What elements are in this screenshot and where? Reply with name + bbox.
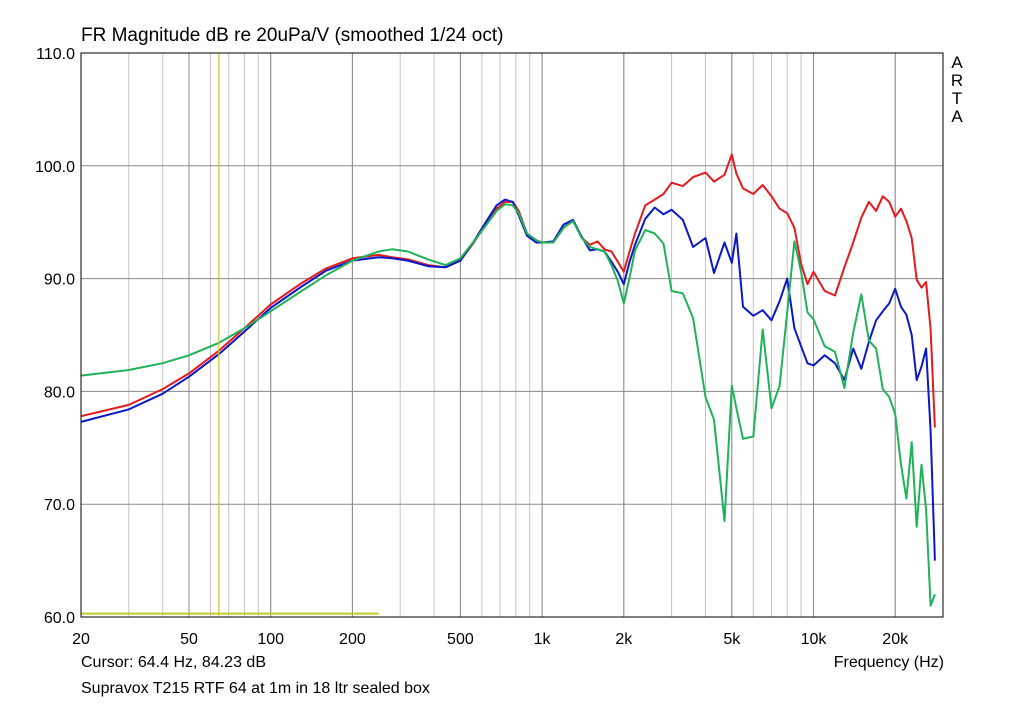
y-tick-label: 60.0 — [44, 610, 75, 627]
arta-brand-label: A R T A — [950, 54, 964, 126]
x-tick-label: 20 — [72, 631, 90, 648]
x-tick-label: 5k — [723, 631, 741, 648]
y-tick-label: 80.0 — [44, 384, 75, 401]
x-tick-label: 500 — [447, 631, 474, 648]
y-tick-label: 110.0 — [36, 46, 75, 63]
x-tick-label: 20k — [882, 631, 909, 648]
y-tick-label: 70.0 — [44, 497, 75, 514]
x-tick-label: 50 — [180, 631, 198, 648]
brand-letter: R — [950, 71, 964, 90]
cursor-readout: Cursor: 64.4 Hz, 84.23 dB — [81, 654, 266, 671]
x-tick-label: 2k — [615, 631, 633, 648]
brand-letter: T — [951, 89, 963, 108]
brand-letter: A — [951, 53, 963, 72]
series-layer — [80, 153, 936, 607]
x-tick-label: 100 — [257, 631, 284, 648]
plot-frame — [80, 52, 944, 618]
series-line-red — [80, 153, 936, 428]
x-tick-label: 10k — [801, 631, 828, 648]
chart-title: FR Magnitude dB re 20uPa/V (smoothed 1/2… — [81, 25, 504, 46]
x-axis-tick-labels: 20 50 100 200 500 1k 2k 5k 10k 20k — [72, 631, 909, 648]
brand-letter: A — [951, 107, 963, 126]
series-line-blue — [80, 198, 936, 561]
series-line-green — [80, 203, 936, 607]
major-grid — [81, 53, 943, 617]
chart-caption: Supravox T215 RTF 64 at 1m in 18 ltr sea… — [81, 680, 430, 697]
minor-grid — [128, 53, 896, 617]
y-tick-label: 90.0 — [44, 272, 75, 289]
y-tick-label: 100.0 — [35, 159, 75, 176]
x-tick-label: 200 — [339, 631, 366, 648]
x-tick-label: 1k — [534, 631, 552, 648]
y-axis-tick-labels: 110.0 100.0 90.0 80.0 70.0 60.0 — [35, 46, 75, 627]
x-axis-title: Frequency (Hz) — [833, 654, 944, 671]
